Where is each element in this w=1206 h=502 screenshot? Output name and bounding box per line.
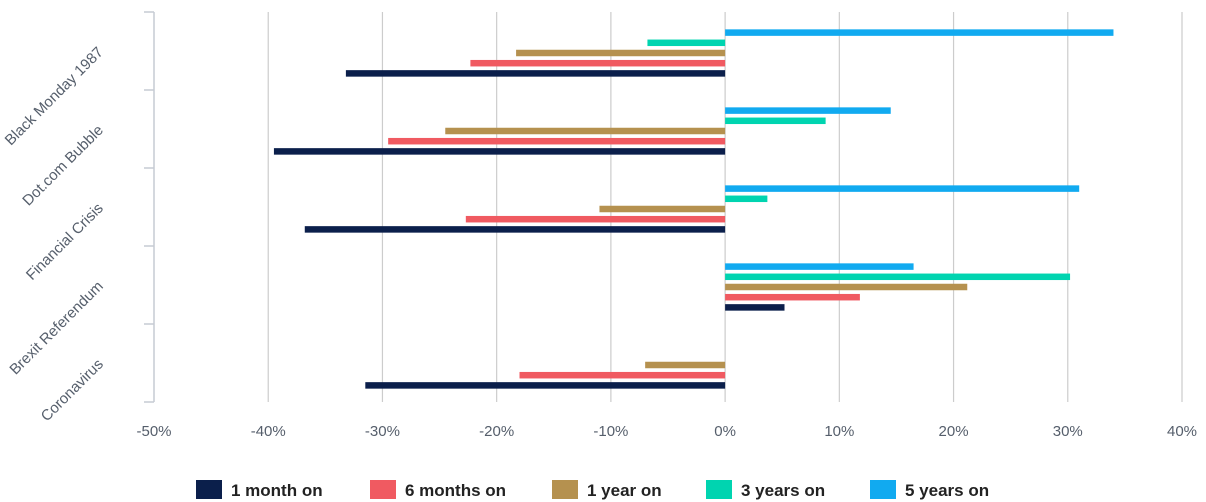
bar-black-monday-1987-6-months-on (470, 59, 726, 67)
category-label-financial-crisis: Financial Crisis (23, 200, 107, 284)
bar-financial-crisis-1-month-on (304, 226, 726, 233)
category-label-coronavirus: Coronavirus (38, 356, 107, 425)
bar-black-monday-1987-1-month-on (345, 70, 726, 77)
bar-black-monday-1987-5-years-on (725, 29, 1114, 36)
x-tick-label: -40% (251, 423, 286, 440)
x-tick-label: -20% (479, 423, 514, 440)
bar-financial-crisis-6-months-on (465, 215, 726, 223)
bars (273, 29, 1114, 389)
legend-label-3-years-on: 3 years on (741, 481, 825, 500)
x-axis-tick-labels: -50% -40% -30% -20% -10% 0% 10% 20% 30% 40% (136, 423, 1197, 440)
bar-coronavirus-6-months-on (519, 371, 726, 379)
bar-brexit-referendum-3-years-on (725, 273, 1071, 281)
bar-coronavirus-1-year-on (645, 361, 726, 369)
x-tick-label: -50% (136, 423, 171, 440)
x-tick-label: 40% (1167, 423, 1197, 440)
x-tick-label: 10% (824, 423, 854, 440)
bar-black-monday-1987-3-years-on (647, 39, 726, 47)
bar-coronavirus-1-month-on (365, 382, 726, 389)
legend-label-1-month-on: 1 month on (231, 481, 323, 500)
legend-swatch-5-years-on (870, 480, 896, 499)
bar-financial-crisis-5-years-on (725, 185, 1080, 192)
bar-dot-com-bubble-1-year-on (445, 127, 726, 135)
x-tick-label: 0% (714, 423, 736, 440)
x-tick-label: -30% (365, 423, 400, 440)
legend-swatch-1-month-on (196, 480, 222, 499)
legend-swatch-3-years-on (706, 480, 732, 499)
bar-dot-com-bubble-5-years-on (725, 107, 891, 114)
bar-financial-crisis-3-years-on (725, 195, 768, 203)
legend-label-6-months-on: 6 months on (405, 481, 506, 500)
category-axis (144, 11, 155, 403)
bar-financial-crisis-1-year-on (599, 205, 726, 213)
bar-dot-com-bubble-1-month-on (273, 148, 726, 155)
bar-brexit-referendum-6-months-on (725, 293, 860, 301)
x-tick-label: 30% (1053, 423, 1083, 440)
legend-label-1-year-on: 1 year on (587, 481, 662, 500)
bar-dot-com-bubble-6-months-on (388, 137, 726, 145)
bar-brexit-referendum-1-year-on (725, 283, 968, 291)
bar-brexit-referendum-1-month-on (725, 304, 785, 311)
legend-label-5-years-on: 5 years on (905, 481, 989, 500)
bar-dot-com-bubble-3-years-on (725, 117, 826, 125)
legend-swatch-1-year-on (552, 480, 578, 499)
legend: 1 month on 6 months on 1 year on 3 years on… (196, 480, 989, 500)
x-tick-label: -10% (593, 423, 628, 440)
bar-brexit-referendum-5-years-on (725, 263, 914, 270)
legend-swatch-6-months-on (370, 480, 396, 499)
category-label-dot-com-bubble: Dot.com Bubble (19, 122, 106, 209)
bar-black-monday-1987-1-year-on (516, 49, 726, 57)
x-tick-label: 20% (939, 423, 969, 440)
